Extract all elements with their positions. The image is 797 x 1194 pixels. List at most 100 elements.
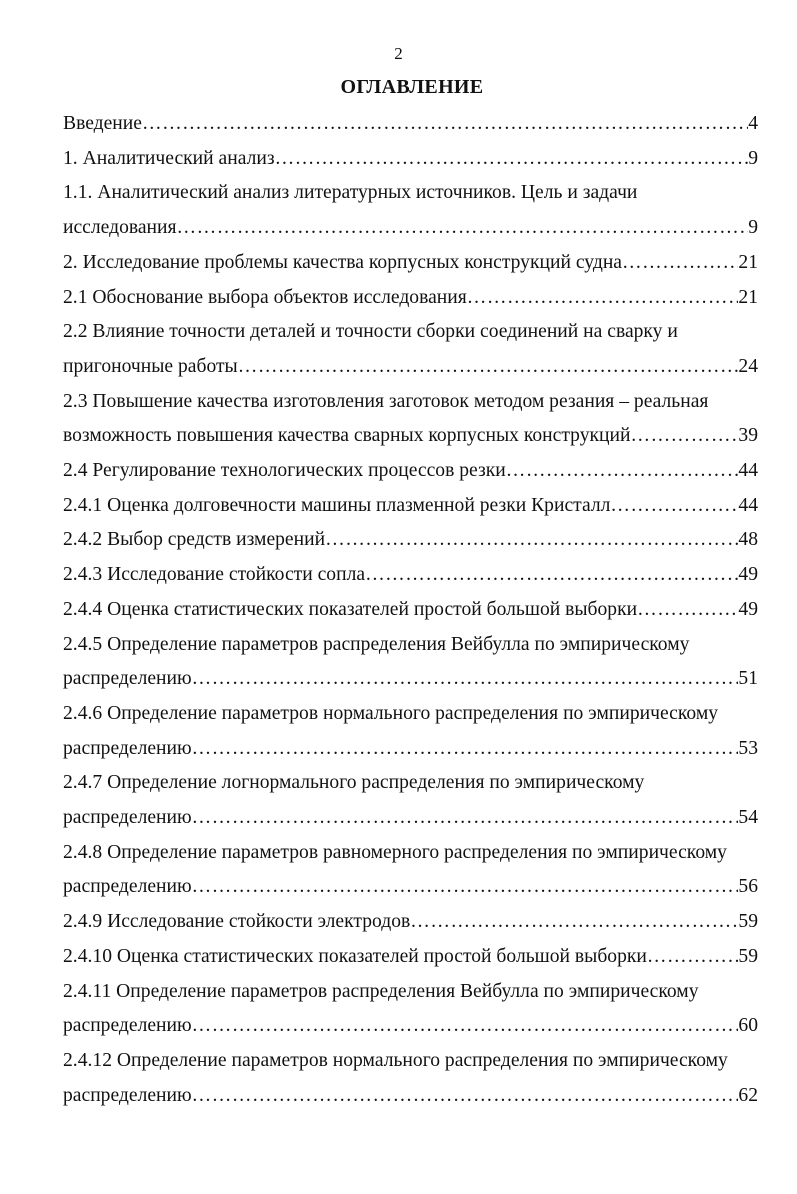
toc-entry[interactable]: 2.1 Обоснование выбора объектов исследов… xyxy=(63,281,758,316)
toc-entry[interactable]: 2.4.4 Оценка статистических показателей … xyxy=(63,593,758,628)
toc-entry-page: 44 xyxy=(738,460,758,482)
toc-entry[interactable]: 2.4 Регулирование технологических процес… xyxy=(63,454,758,489)
toc-entry-line: 2.2 Влияние точности деталей и точности … xyxy=(63,315,758,350)
toc-entry-title: 2.4.2 Выбор средств измерений xyxy=(63,529,326,551)
toc-entry-title: 2.4 Регулирование технологических процес… xyxy=(63,460,506,482)
toc-entry[interactable]: 2.4.10 Оценка статистических показателей… xyxy=(63,940,758,975)
dot-leader xyxy=(506,454,739,489)
toc-entry-title: распределению xyxy=(63,737,192,759)
toc-entry-line: пригоночные работы 24 xyxy=(63,350,758,385)
toc-entry[interactable]: 2.4.8 Определение параметров равномерног… xyxy=(63,836,758,905)
dot-leader xyxy=(410,905,738,940)
toc-entry-line: распределению 60 xyxy=(63,1009,758,1044)
toc-entry-line: возможность повышения качества сварных к… xyxy=(63,419,758,454)
toc-entry-line: 2.4.8 Определение параметров равномерног… xyxy=(63,836,758,871)
toc-entry[interactable]: 2.4.2 Выбор средств измерений 48 xyxy=(63,523,758,558)
dot-leader xyxy=(275,142,749,177)
toc-entry-page: 24 xyxy=(738,355,758,377)
toc-entry-page: 48 xyxy=(738,529,758,551)
toc-entry-line: 2.3 Повышение качества изготовления заго… xyxy=(63,385,758,420)
toc-entry-line: 2.4.12 Определение параметров нормальног… xyxy=(63,1044,758,1079)
toc-entry-page: 62 xyxy=(738,1084,758,1106)
toc-entry-line: 1.1. Аналитический анализ литературных и… xyxy=(63,176,758,211)
toc-entry-title: 2.4.10 Оценка статистических показателей… xyxy=(63,945,647,967)
toc-entry-title: распределению xyxy=(63,876,192,898)
toc-entry-page: 49 xyxy=(738,598,758,620)
toc-entry-line: 2.4.7 Определение логнормального распред… xyxy=(63,766,758,801)
toc-entry[interactable]: 2.4.7 Определение логнормального распред… xyxy=(63,766,758,835)
page-number: 2 xyxy=(394,44,403,63)
toc-entry-line: 2.4.9 Исследование стойкости электродов 5… xyxy=(63,905,758,940)
toc-entry-line: 2.4 Регулирование технологических процес… xyxy=(63,454,758,489)
toc-entry[interactable]: 1. Аналитический анализ 9 xyxy=(63,142,758,177)
toc-entry-title: 1.1. Аналитический анализ литературных и… xyxy=(63,182,638,204)
toc-entry-title: 2.4.8 Определение параметров равномерног… xyxy=(63,841,727,863)
toc-entry[interactable]: 2.4.6 Определение параметров нормального… xyxy=(63,697,758,766)
toc-entry[interactable]: Введение 4 xyxy=(63,107,758,142)
toc-entry-title: исследования xyxy=(63,217,177,239)
toc-entry-line: 2.4.10 Оценка статистических показателей… xyxy=(63,940,758,975)
toc-entry-line: 2.1 Обоснование выбора объектов исследов… xyxy=(63,281,758,316)
toc-entry-title: 2.4.12 Определение параметров нормальног… xyxy=(63,1049,728,1071)
toc-entry-title: распределению xyxy=(63,807,192,829)
toc-entry-title: возможность повышения качества сварных к… xyxy=(63,425,631,447)
toc-entry-line: 2.4.11 Определение параметров распределе… xyxy=(63,975,758,1010)
toc-entry-line: 2.4.1 Оценка долговечности машины плазме… xyxy=(63,489,758,524)
toc-entry[interactable]: 2.4.11 Определение параметров распределе… xyxy=(63,975,758,1044)
toc-entry-page: 39 xyxy=(738,425,758,447)
toc-entry-line: 2.4.4 Оценка статистических показателей … xyxy=(63,593,758,628)
toc-entry[interactable]: 1.1. Аналитический анализ литературных и… xyxy=(63,176,758,245)
toc-entry-page: 59 xyxy=(738,945,758,967)
dot-leader xyxy=(622,246,738,281)
dot-leader xyxy=(142,107,748,142)
toc-entry[interactable]: 2.4.12 Определение параметров нормальног… xyxy=(63,1044,758,1113)
dot-leader xyxy=(325,523,738,558)
dot-leader xyxy=(637,593,738,628)
toc-entry-title: 2.4.6 Определение параметров нормального… xyxy=(63,702,719,724)
toc-entry-title: 2.1 Обоснование выбора объектов исследов… xyxy=(63,286,467,308)
toc-entry-title: 1. Аналитический анализ xyxy=(63,147,275,169)
toc-entry[interactable]: 2.4.3 Исследование стойкости сопла 49 xyxy=(63,558,758,593)
toc-entry-title: 2.2 Влияние точности деталей и точности … xyxy=(63,321,678,343)
toc-entry-line: исследования 9 xyxy=(63,211,758,246)
toc-entry-page: 56 xyxy=(738,876,758,898)
toc-entry-line: распределению 51 xyxy=(63,662,758,697)
dot-leader xyxy=(192,732,739,767)
dot-leader xyxy=(238,350,739,385)
toc-entry[interactable]: 2.4.9 Исследование стойкости электродов 5… xyxy=(63,905,758,940)
toc-entry[interactable]: 2.4.5 Определение параметров распределен… xyxy=(63,628,758,697)
toc-entry-line: 2.4.2 Выбор средств измерений 48 xyxy=(63,523,758,558)
toc-entry-page: 21 xyxy=(738,286,758,308)
table-of-contents: Введение 4 1. Аналитический анализ 9 1.1. А… xyxy=(63,107,758,1113)
dot-leader xyxy=(467,281,739,316)
toc-entry-page: 9 xyxy=(748,217,758,239)
toc-entry-line: 2. Исследование проблемы качества корпус… xyxy=(63,246,758,281)
toc-entry[interactable]: 2. Исследование проблемы качества корпус… xyxy=(63,246,758,281)
page-title: ОГЛАВЛЕНИЕ xyxy=(340,76,484,98)
dot-leader xyxy=(610,489,738,524)
toc-entry-title: распределению xyxy=(63,1084,192,1106)
toc-entry-page: 59 xyxy=(738,911,758,933)
toc-entry-title: 2.4.3 Исследование стойкости сопла xyxy=(63,564,366,586)
toc-entry-title: 2.4.11 Определение параметров распределе… xyxy=(63,980,699,1002)
dot-leader xyxy=(630,419,738,454)
toc-entry-title: 2.4.1 Оценка долговечности машины плазме… xyxy=(63,494,611,516)
dot-leader xyxy=(192,662,739,697)
toc-entry[interactable]: 2.2 Влияние точности деталей и точности … xyxy=(63,315,758,384)
toc-entry-title: 2.4.5 Определение параметров распределен… xyxy=(63,633,690,655)
toc-entry-title: 2. Исследование проблемы качества корпус… xyxy=(63,251,623,273)
toc-entry-page: 54 xyxy=(738,807,758,829)
toc-entry-page: 51 xyxy=(738,668,758,690)
toc-entry-line: распределению 62 xyxy=(63,1079,758,1114)
toc-entry-line: распределению 54 xyxy=(63,801,758,836)
toc-entry-title: Введение xyxy=(63,113,142,134)
toc-entry-line: распределению 56 xyxy=(63,870,758,905)
toc-entry-page: 21 xyxy=(738,251,758,273)
toc-entry-title: распределению xyxy=(63,668,192,690)
toc-entry[interactable]: 2.4.1 Оценка долговечности машины плазме… xyxy=(63,489,758,524)
dot-leader xyxy=(192,870,739,905)
toc-entry-title: 2.4.7 Определение логнормального распред… xyxy=(63,772,645,794)
toc-entry[interactable]: 2.3 Повышение качества изготовления заго… xyxy=(63,385,758,454)
toc-entry-title: 2.4.9 Исследование стойкости электродов xyxy=(63,911,411,933)
toc-entry-line: 1. Аналитический анализ 9 xyxy=(63,142,758,177)
